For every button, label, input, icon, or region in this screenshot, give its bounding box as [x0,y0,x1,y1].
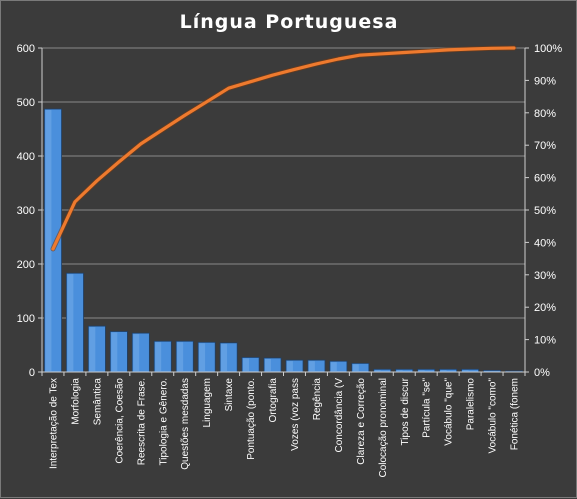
bar-highlight-18 [441,370,447,371]
cumulative-line-shadow [53,48,514,249]
category-label-2: Semântica [92,378,103,426]
bar-highlight-5 [155,342,161,371]
axes [38,48,529,376]
bar-8 [220,343,237,372]
bar-highlight-0 [45,110,51,371]
bar-highlight-4 [133,334,139,371]
category-label-11: Vozes (voz pass [290,378,301,451]
bar-highlight-19 [463,370,469,371]
bar-14 [352,363,369,372]
category-label-19: Paralelismo [466,378,477,431]
left-tick-label-5: 500 [17,97,35,109]
bar-13 [330,361,347,372]
category-label-10: Ortografia [268,378,279,423]
bar-highlight-3 [111,333,117,372]
bar-6 [176,341,193,372]
bar-highlight-10 [265,359,271,371]
right-axis-tick-labels: 0% 10% 20% 30% 40% 50% 60% 70% 80% 90% 100% [534,43,562,379]
bar-4 [132,333,149,372]
left-tick-label-6: 600 [17,43,35,55]
right-tick-label-0: 0% [534,367,550,379]
bar-highlight-9 [243,358,249,371]
bar-highlight-11 [287,361,293,371]
bar-highlight-2 [89,327,95,371]
right-tick-label-4: 40% [534,237,556,249]
bar-highlight-15 [375,370,381,371]
bar-11 [286,360,303,372]
gridlines [42,48,525,318]
category-label-21: Fonética (fonem [510,378,521,450]
category-label-7: Linguagem [202,378,213,427]
bar-highlight-13 [331,362,337,371]
category-label-17: Partícula "se" [422,378,433,438]
category-labels: Interpretação de Tex Morfologia Semântica C… [48,377,520,477]
category-label-6: Questões mesdadas [180,378,191,470]
chart-title: Língua Portuguesa [180,11,399,33]
right-tick-label-5: 50% [534,205,556,217]
left-tick-label-3: 300 [17,205,35,217]
category-label-3: Coerência, Coesão [114,378,125,464]
category-label-9: Pontuação (ponto. [246,378,257,460]
category-label-8: Sintaxe [224,378,235,412]
bar-12 [308,360,325,372]
category-label-20: Vocábulo "como" [488,378,499,454]
cumulative-line-series [53,48,514,249]
right-tick-label-7: 70% [534,140,556,152]
left-axis-tick-labels: 0 100 200 300 400 500 600 [17,43,35,379]
bar-2 [88,326,105,372]
category-label-13: Concordância (V [334,378,345,453]
bar-highlight-7 [199,343,205,371]
bar-highlight-1 [67,274,73,371]
bar-3 [110,332,127,373]
bar-highlight-8 [221,344,227,371]
bar-5 [154,341,171,372]
bar-9 [242,357,259,372]
left-tick-label-0: 0 [29,367,35,379]
bar-10 [264,358,281,372]
category-label-12: Regência [312,378,323,421]
category-label-1: Morfologia [70,378,81,425]
bar-highlight-16 [397,370,403,371]
right-tick-label-1: 10% [534,335,556,347]
right-tick-label-2: 20% [534,302,556,314]
bar-1 [66,273,83,372]
category-label-18: Vocábulo "que" [444,378,455,446]
category-label-0: Interpretação de Tex [48,378,59,469]
cumulative-line [53,48,514,249]
bar-series [44,109,522,372]
category-label-14: Clareza e Correção [356,378,367,465]
category-label-15: Colocação pronominal [378,378,389,478]
left-tick-label-2: 200 [17,259,35,271]
bar-highlight-6 [177,342,183,371]
right-tick-label-6: 60% [534,173,556,185]
right-tick-label-3: 30% [534,270,556,282]
category-label-4: Reescrita de Frase. [136,378,147,465]
left-tick-label-1: 100 [17,313,35,325]
bar-highlight-14 [353,364,359,371]
bar-7 [198,342,215,372]
left-tick-label-4: 400 [17,151,35,163]
category-label-16: Tipos de discur [400,377,411,445]
bar-highlight-17 [419,370,425,371]
right-tick-label-8: 80% [534,108,556,120]
category-label-5: Tipologia e Gênero. [158,378,169,465]
bar-highlight-12 [309,361,315,371]
right-tick-label-9: 90% [534,75,556,87]
right-tick-label-10: 100% [534,43,562,55]
